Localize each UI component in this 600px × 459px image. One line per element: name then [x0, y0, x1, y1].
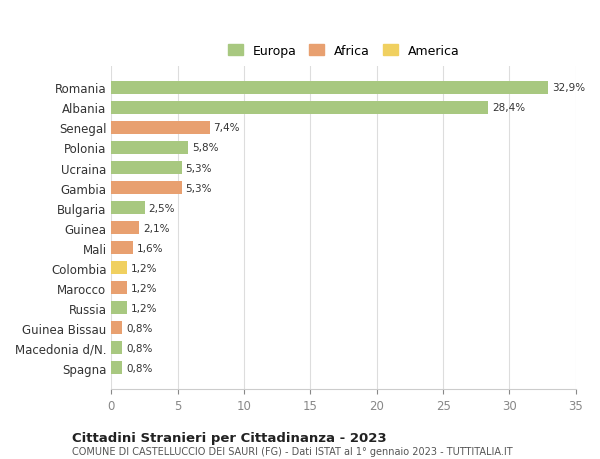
Bar [112, 341, 122, 355]
Text: 28,4%: 28,4% [492, 103, 526, 113]
Bar [112, 182, 182, 195]
Bar [112, 322, 122, 335]
Bar [112, 202, 145, 215]
Text: 1,6%: 1,6% [137, 243, 163, 253]
Text: 1,2%: 1,2% [131, 283, 158, 293]
Bar [112, 241, 133, 255]
Text: 32,9%: 32,9% [552, 83, 585, 93]
Bar [112, 222, 139, 235]
Bar [112, 302, 127, 314]
Text: 7,4%: 7,4% [214, 123, 240, 133]
Text: 5,8%: 5,8% [193, 143, 219, 153]
Text: 0,8%: 0,8% [126, 363, 152, 373]
Text: 0,8%: 0,8% [126, 323, 152, 333]
Bar [112, 262, 127, 274]
Bar [112, 362, 122, 375]
Text: 1,2%: 1,2% [131, 263, 158, 273]
Bar [112, 142, 188, 155]
Text: 5,3%: 5,3% [185, 163, 212, 173]
Bar [112, 82, 548, 95]
Text: 2,1%: 2,1% [143, 223, 170, 233]
Text: Cittadini Stranieri per Cittadinanza - 2023: Cittadini Stranieri per Cittadinanza - 2… [72, 431, 386, 444]
Text: COMUNE DI CASTELLUCCIO DEI SAURI (FG) - Dati ISTAT al 1° gennaio 2023 - TUTTITAL: COMUNE DI CASTELLUCCIO DEI SAURI (FG) - … [72, 447, 512, 456]
Bar [112, 122, 209, 134]
Bar [112, 101, 488, 115]
Text: 0,8%: 0,8% [126, 343, 152, 353]
Text: 2,5%: 2,5% [149, 203, 175, 213]
Text: 1,2%: 1,2% [131, 303, 158, 313]
Text: 5,3%: 5,3% [185, 183, 212, 193]
Bar [112, 162, 182, 174]
Bar [112, 282, 127, 295]
Legend: Europa, Africa, America: Europa, Africa, America [224, 41, 463, 62]
